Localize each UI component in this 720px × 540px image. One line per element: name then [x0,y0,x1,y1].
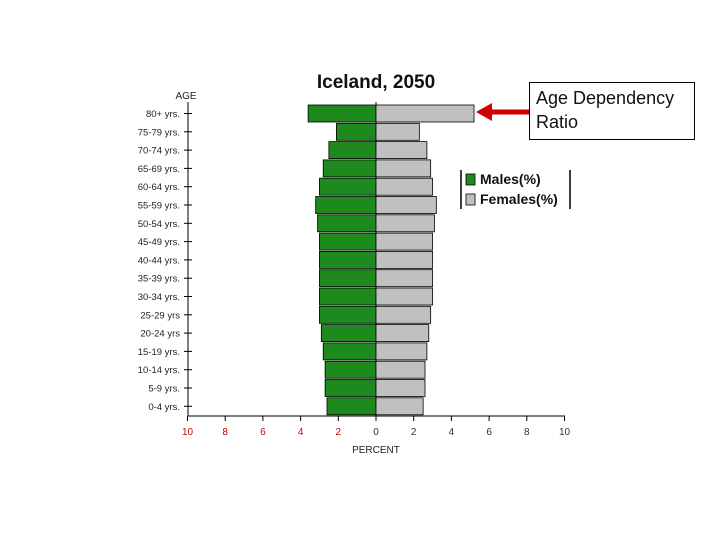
male-bar [319,232,377,251]
y-tick-label: 35-39 yrs. [138,274,180,285]
male-bar [319,269,377,288]
female-bar [375,287,433,306]
x-tick-label: 10 [559,427,571,438]
male-bar [319,305,377,324]
male-bar [317,214,377,233]
x-tick-label: 2 [411,427,417,438]
legend-female-swatch [465,193,476,206]
female-bar [375,177,433,196]
y-tick-label: 45-49 yrs. [138,237,180,248]
y-tick-label: 55-59 yrs. [138,201,180,212]
y-tick-label: 80+ yrs. [146,109,180,120]
y-axis-label: AGE [175,91,196,102]
legend-female-label: Females(%) [480,191,558,207]
male-bar [324,360,377,379]
female-bar [375,379,426,397]
y-tick-label: 10-14 yrs. [138,365,180,376]
male-bar [315,196,377,214]
female-bar [375,122,420,141]
male-bar [320,324,377,343]
y-tick-label: 5-9 yrs. [148,384,180,395]
x-axis-label: PERCENT [352,445,400,456]
female-bar [375,305,432,324]
male-bar [319,287,377,306]
female-bar [375,250,433,269]
female-bar [375,397,424,416]
female-bar [375,141,428,160]
y-tick-label: 40-44 yrs. [138,255,180,266]
age-dependency-ratio-callout: Age Dependency Ratio [529,82,695,140]
female-bar [375,360,426,379]
female-bar [375,159,432,178]
x-tick-label: 8 [524,427,530,438]
male-bar [322,342,377,361]
legend: Males(%) Females(%) [460,170,571,209]
y-tick-label: 65-69 yrs. [138,164,180,175]
y-tick-label: 20-24 yrs [140,329,180,340]
x-tick-label: 0 [373,427,379,438]
callout-arrow [476,103,529,121]
x-tick-label: 10 [182,427,194,438]
female-bar [375,214,435,233]
x-tick-labels: 10 8 6 4 2 0 2 4 6 8 10 [182,416,571,438]
female-bar [375,104,475,123]
x-tick-label: 6 [486,427,492,438]
bars [307,104,475,416]
x-tick-label: 4 [449,427,455,438]
y-tick-label: 70-74 yrs. [138,146,180,157]
male-bar [322,159,377,178]
y-tick-label: 75-79 yrs. [138,127,180,138]
female-bar [375,269,433,288]
y-tick-label: 30-34 yrs. [138,292,180,303]
x-tick-label: 2 [336,427,342,438]
male-bar [328,141,377,160]
y-tick-label: 25-29 yrs [140,310,180,321]
chart-title: Iceland, 2050 [317,72,435,93]
y-tick-label: 0-4 yrs. [148,402,180,413]
female-bar [375,196,437,214]
x-tick-label: 4 [298,427,304,438]
female-bar [375,342,428,361]
legend-male-swatch [465,173,476,186]
legend-male-label: Males(%) [480,171,541,187]
y-tick-label: 50-54 yrs. [138,219,180,230]
male-bar [319,250,377,269]
x-tick-label: 6 [260,427,266,438]
y-tick-label: 15-19 yrs. [138,347,180,358]
y-tick-label: 60-64 yrs. [138,182,180,193]
female-bar [375,232,433,251]
arrow-head [476,103,492,121]
male-bar [307,104,377,123]
female-bar [375,324,430,343]
male-bar [319,177,377,196]
male-bar [326,397,377,416]
male-bar [336,122,377,141]
male-bar [324,379,377,397]
y-tick-labels: 80+ yrs. 75-79 yrs. 70-74 yrs. 65-69 yrs. 60… [138,109,192,413]
x-tick-label: 8 [222,427,228,438]
